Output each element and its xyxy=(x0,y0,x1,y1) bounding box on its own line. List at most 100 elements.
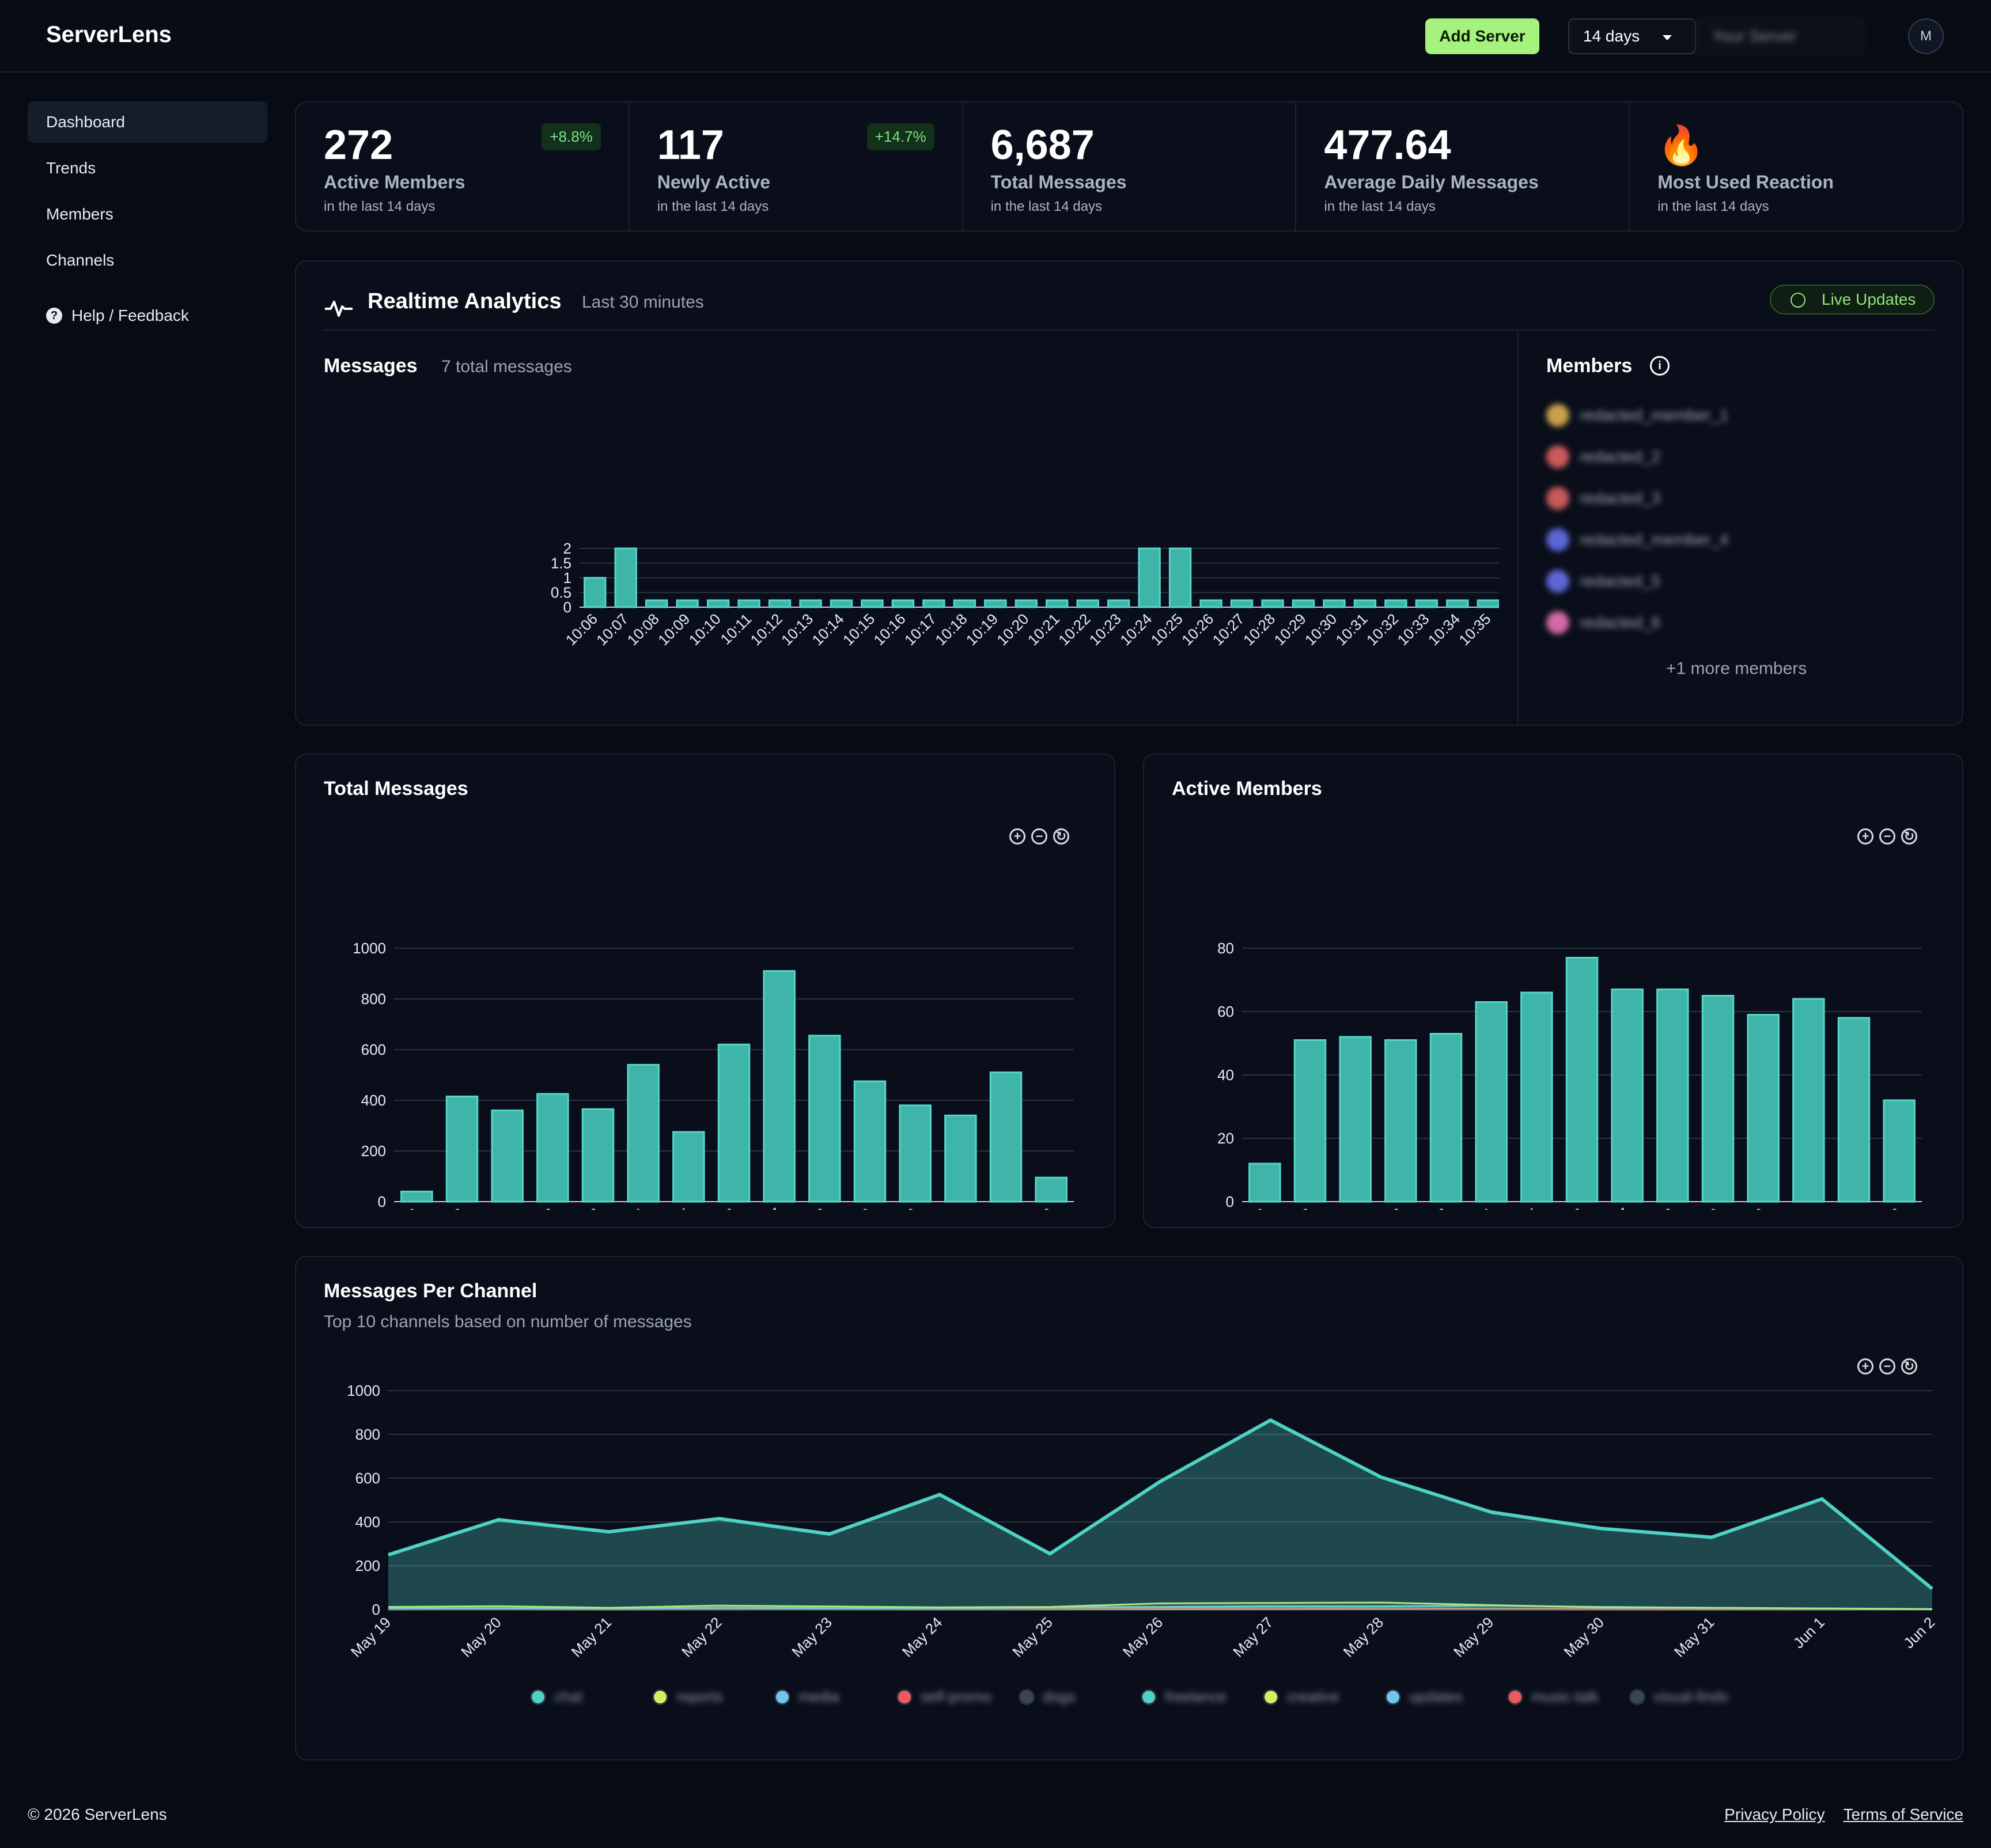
info-icon[interactable]: i xyxy=(1650,356,1670,376)
bar xyxy=(953,599,976,608)
messages-per-channel-card: Messages Per Channel Top 10 channels bas… xyxy=(295,1256,1963,1760)
brand-logo[interactable]: ServerLens xyxy=(46,22,172,47)
bar xyxy=(1293,1039,1327,1203)
avatar[interactable]: M xyxy=(1908,18,1944,54)
member-row[interactable]: redacted_2 xyxy=(1546,442,1660,471)
bar xyxy=(1248,1162,1281,1203)
legend-item[interactable]: dogs xyxy=(1018,1688,1118,1706)
legend-item[interactable]: chat xyxy=(529,1688,629,1706)
legend-item[interactable]: media xyxy=(774,1688,873,1706)
bar xyxy=(1168,547,1192,608)
card-title: Messages Per Channel xyxy=(324,1280,538,1302)
x-tick-label: 10:12 xyxy=(747,610,786,649)
legend-item[interactable]: reports xyxy=(652,1688,751,1706)
avatar xyxy=(1546,528,1569,551)
stat-label: Total Messages xyxy=(990,172,1127,192)
legend-swatch xyxy=(1262,1688,1279,1705)
x-tick-label: 10:27 xyxy=(1209,610,1248,649)
more-members-link[interactable]: +1 more members xyxy=(1666,659,1807,678)
zoom-out-icon[interactable]: − xyxy=(1879,828,1895,845)
x-tick-label: May 29 xyxy=(829,1205,876,1210)
messages-title: Messages xyxy=(324,355,418,377)
help-feedback-link[interactable]: ? Help / Feedback xyxy=(28,295,267,336)
legend-item[interactable]: creative xyxy=(1262,1688,1362,1706)
legend-item[interactable]: freelance xyxy=(1140,1688,1240,1706)
member-row[interactable]: redacted_5 xyxy=(1546,567,1660,596)
member-row[interactable]: redacted_3 xyxy=(1546,484,1660,513)
x-tick-label: 10:10 xyxy=(686,610,724,649)
bar xyxy=(1076,599,1099,608)
x-tick-label: May 22 xyxy=(678,1614,725,1661)
x-tick-label: May 29 xyxy=(1450,1614,1497,1661)
sidebar-item-members[interactable]: Members xyxy=(46,205,113,223)
member-row[interactable]: redacted_member_1 xyxy=(1546,401,1728,430)
bar xyxy=(944,1114,977,1203)
members-title: Members xyxy=(1546,355,1633,377)
chevron-down-icon xyxy=(1663,35,1672,40)
card-subtitle: Top 10 channels based on number of messa… xyxy=(324,1312,692,1331)
bar xyxy=(899,1104,932,1203)
date-range-select[interactable]: 14 days xyxy=(1568,18,1696,54)
reset-icon[interactable]: ↻ xyxy=(1053,828,1069,845)
bar xyxy=(1837,1017,1871,1203)
member-name: redacted_2 xyxy=(1580,448,1661,465)
zoom-in-icon[interactable]: + xyxy=(1857,828,1873,845)
realtime-title: Realtime Analytics xyxy=(368,289,562,313)
legend-item[interactable]: updates xyxy=(1384,1688,1484,1706)
x-tick-label: 10:26 xyxy=(1178,610,1217,649)
x-tick-label: Jun 2 xyxy=(1900,1614,1938,1652)
live-updates-toggle[interactable]: Live Updates xyxy=(1770,285,1935,315)
x-tick-label: May 20 xyxy=(421,1205,468,1210)
bar xyxy=(1415,599,1439,608)
x-tick-label: 10:20 xyxy=(993,610,1032,649)
add-server-button[interactable]: Add Server xyxy=(1425,18,1539,54)
bar xyxy=(1353,599,1377,608)
x-tick-label: May 22 xyxy=(512,1205,559,1210)
x-tick-label: May 28 xyxy=(783,1205,831,1210)
x-tick-label: May 19 xyxy=(347,1614,395,1661)
member-row[interactable]: redacted_member_4 xyxy=(1546,525,1728,554)
stat-value: 477.64 xyxy=(1324,122,1451,168)
privacy-policy-link[interactable]: Privacy Policy xyxy=(1724,1805,1825,1823)
legend-swatch xyxy=(1629,1688,1645,1705)
y-tick-label: 1000 xyxy=(353,940,386,957)
x-tick-label: May 23 xyxy=(788,1614,835,1661)
bar xyxy=(1477,599,1499,608)
zoom-out-icon[interactable]: − xyxy=(1879,1358,1895,1374)
x-tick-label: 10:16 xyxy=(870,610,909,649)
series-line xyxy=(388,1418,1933,1591)
x-tick-label: 10:06 xyxy=(562,610,601,649)
member-row[interactable]: redacted_6 xyxy=(1546,608,1660,637)
x-tick-label: May 26 xyxy=(693,1205,740,1210)
y-tick-label: 0.5 xyxy=(551,584,571,601)
terms-of-service-link[interactable]: Terms of Service xyxy=(1843,1805,1964,1823)
bar xyxy=(1384,599,1407,608)
bar xyxy=(584,577,607,608)
zoom-in-icon[interactable]: + xyxy=(1009,828,1025,845)
zoom-out-icon[interactable]: − xyxy=(1031,828,1047,845)
x-tick-label: 10:28 xyxy=(1240,610,1278,649)
legend-label: freelance xyxy=(1164,1688,1227,1705)
bar xyxy=(717,1043,751,1203)
bar xyxy=(1701,995,1735,1203)
avatar xyxy=(1546,445,1569,468)
x-tick-label: May 28 xyxy=(1632,1205,1679,1210)
legend-item[interactable]: visual-finds xyxy=(1629,1688,1728,1706)
x-tick-label: 10:31 xyxy=(1332,610,1371,649)
sidebar-item-channels[interactable]: Channels xyxy=(46,251,115,269)
reset-icon[interactable]: ↻ xyxy=(1901,828,1917,845)
server-select[interactable]: Your Server xyxy=(1696,18,1863,54)
sidebar-item-trends[interactable]: Trends xyxy=(46,159,96,177)
bar xyxy=(1747,1014,1780,1203)
zoom-in-icon[interactable]: + xyxy=(1857,1358,1873,1374)
reset-icon[interactable]: ↻ xyxy=(1901,1358,1917,1374)
sidebar-item-dashboard[interactable]: Dashboard xyxy=(28,101,267,143)
legend-item[interactable]: self-promo xyxy=(896,1688,996,1706)
x-tick-label: May 20 xyxy=(457,1614,505,1661)
legend-item[interactable]: music-talk xyxy=(1507,1688,1606,1706)
realtime-bar-chart: 21.510.5010:0610:0710:0810:0910:1010:111… xyxy=(551,540,1499,649)
bar xyxy=(1015,599,1038,608)
